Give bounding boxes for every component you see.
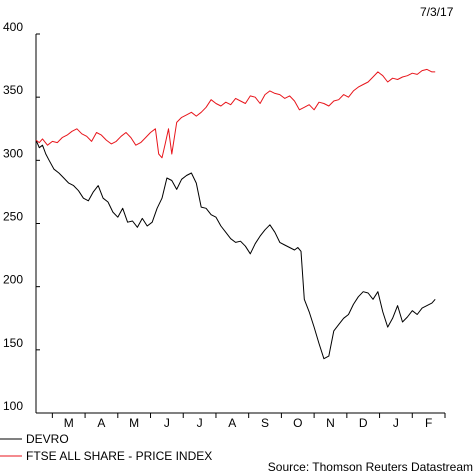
series-line-devro (35, 139, 436, 360)
y-tick-label: 150 (3, 336, 23, 350)
series-lines (35, 68, 436, 360)
y-tick-label: 300 (3, 146, 23, 160)
series-line-ftse (35, 68, 436, 159)
x-tick-label: A (97, 416, 105, 430)
x-tick-label: O (293, 416, 302, 430)
source-label: Source: Thomson Reuters Datastream (268, 460, 473, 474)
x-tick-label: J (164, 416, 170, 430)
x-tick-label: J (197, 416, 203, 430)
y-axis: 100 150 200 250 300 350 400 (3, 20, 40, 414)
legend: DEVRO FTSE ALL SHARE - PRICE INDEX (0, 432, 212, 463)
x-tick-label: M (64, 416, 74, 430)
legend-label-devro: DEVRO (26, 432, 69, 446)
x-tick-label: M (129, 416, 139, 430)
x-tick-label: A (228, 416, 236, 430)
x-tick-label: J (393, 416, 399, 430)
y-tick-label: 250 (3, 210, 23, 224)
x-tick-label: N (326, 416, 335, 430)
chart-date-label: 7/3/17 (420, 5, 454, 19)
y-tick-label: 100 (3, 399, 23, 413)
x-tick-label: D (359, 416, 368, 430)
y-tick-label: 400 (3, 20, 23, 34)
y-tick-label: 200 (3, 273, 23, 287)
legend-label-ftse: FTSE ALL SHARE - PRICE INDEX (26, 449, 212, 463)
x-tick-label: F (425, 416, 432, 430)
x-tick-label: S (261, 416, 269, 430)
y-tick-label: 350 (3, 83, 23, 97)
